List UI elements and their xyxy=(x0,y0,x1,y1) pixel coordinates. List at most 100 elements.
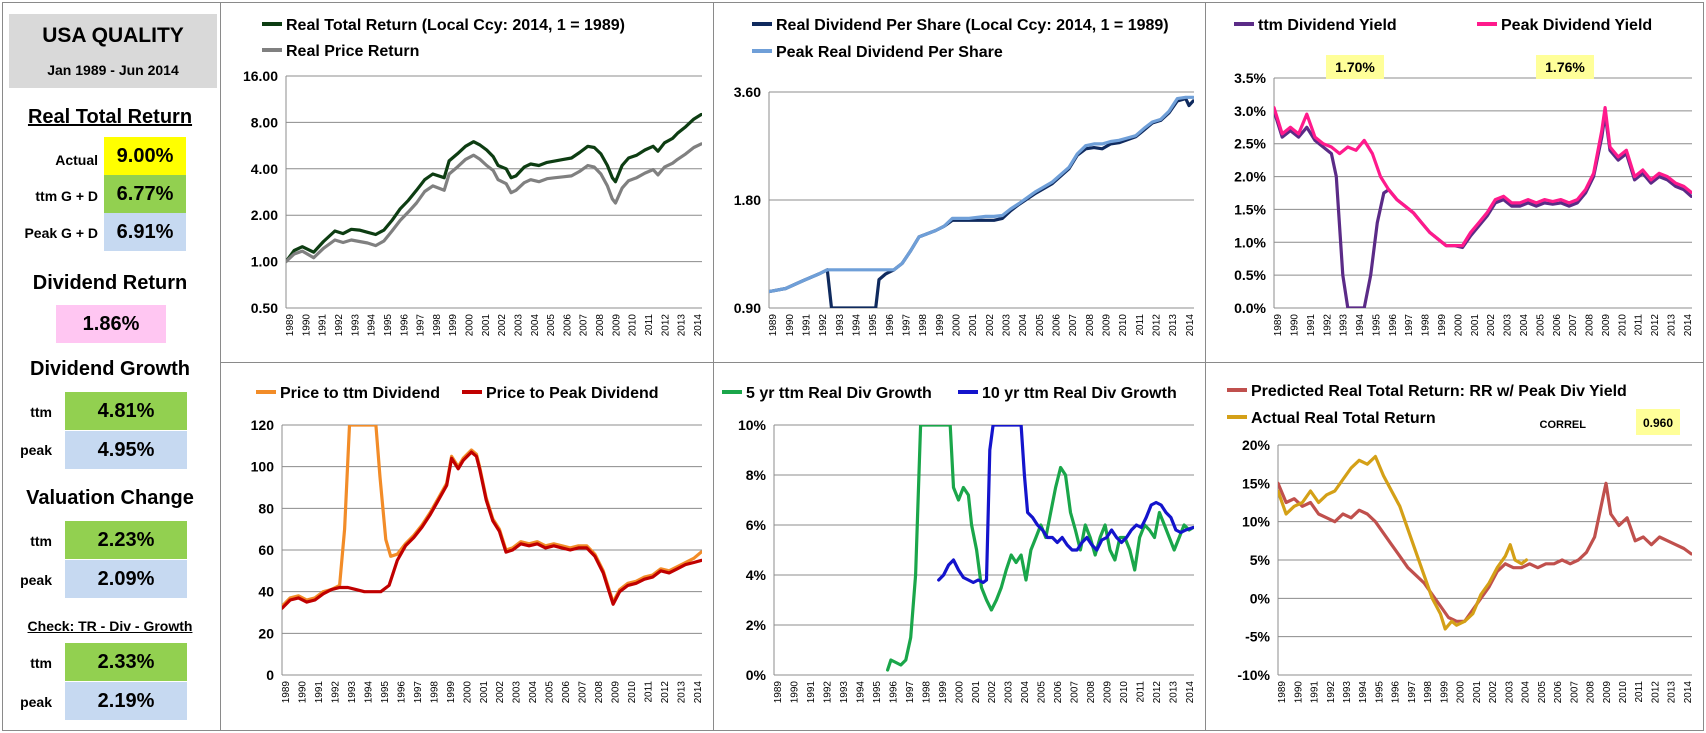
x-tick-label: 1991 xyxy=(806,681,817,704)
x-tick-label: 1991 xyxy=(314,681,325,704)
x-tick-label: 2014 xyxy=(693,314,704,337)
x-tick-label: 2011 xyxy=(1634,681,1645,703)
x-tick-label: 2006 xyxy=(561,681,572,704)
x-tick-label: 2011 xyxy=(1135,314,1146,336)
y-tick-label: 1.00 xyxy=(251,254,278,270)
row-label: ttm xyxy=(30,655,52,671)
x-tick-label: 1996 xyxy=(396,681,407,704)
x-tick-label: 2001 xyxy=(481,314,492,337)
row-label: ttm xyxy=(30,404,52,420)
legend-label: Real Price Return xyxy=(286,43,419,60)
x-tick-label: 1993 xyxy=(835,314,846,337)
x-tick-label: 1989 xyxy=(281,681,292,704)
y-tick-label: 80 xyxy=(258,500,274,516)
x-tick-label: 2013 xyxy=(1667,681,1678,704)
chart-real-return: 16.00 8.00 4.00 2.00 1.00 0.50 1989 1990 1991 199… xyxy=(243,17,704,336)
x-tick-label: 2009 xyxy=(1601,314,1612,337)
x-tick-label: 1998 xyxy=(1421,314,1432,337)
y-tick-label: 2.0% xyxy=(1234,169,1266,185)
value-box: 6.91% xyxy=(104,213,186,251)
chart-price-to-dividend: 120 100 80 60 40 20 0 1989 1990 1991 1992 1993 1994 1… xyxy=(251,385,704,703)
value-box: 2.09% xyxy=(65,560,187,598)
y-tick-label: 15% xyxy=(1242,475,1271,491)
x-tick-label: 1993 xyxy=(839,681,850,704)
x-tick-label: 2000 xyxy=(954,681,965,704)
row-label: Actual xyxy=(55,152,98,168)
x-tick-label: 2002 xyxy=(985,314,996,337)
legend-label: Price to ttm Dividend xyxy=(280,385,440,402)
x-tick-label: 2014 xyxy=(1683,681,1694,704)
x-tick-label: 1999 xyxy=(1437,314,1448,337)
x-tick-label: 2012 xyxy=(1152,314,1163,337)
divider xyxy=(713,2,714,731)
x-tick-label: 2012 xyxy=(660,314,671,337)
x-tick-label: 2009 xyxy=(1602,681,1613,704)
x-tick-label: 2006 xyxy=(1052,314,1063,337)
value-label-box xyxy=(1326,55,1384,79)
value-box: 4.81% xyxy=(65,392,187,430)
x-tick-label: 1990 xyxy=(301,314,312,337)
series-line-2 xyxy=(937,425,1194,585)
x-tick-label: 1995 xyxy=(1371,314,1382,337)
y-tick-label: 2.00 xyxy=(251,207,278,223)
series-line-1 xyxy=(286,112,702,264)
x-tick-label: 1994 xyxy=(363,681,374,704)
x-tick-label: 2007 xyxy=(1068,314,1079,337)
x-tick-label: 2014 xyxy=(693,681,704,704)
x-tick-label: 2009 xyxy=(1102,314,1113,337)
x-tick-label: 2003 xyxy=(512,681,523,704)
x-tick-label: 2005 xyxy=(1035,314,1046,337)
period-label: Jan 1989 - Jun 2014 xyxy=(47,62,179,78)
x-tick-label: 2002 xyxy=(495,681,506,704)
y-tick-label: 4.00 xyxy=(251,161,278,177)
value-box: 6.77% xyxy=(104,175,186,213)
y-tick-label: -5% xyxy=(1245,629,1270,645)
divider xyxy=(220,2,221,731)
x-tick-label: 1992 xyxy=(818,314,829,337)
row-label: peak xyxy=(20,694,52,710)
x-tick-label: 2002 xyxy=(1486,314,1497,337)
x-tick-label: 2004 xyxy=(1020,681,1031,704)
x-tick-label: 2008 xyxy=(1585,314,1596,337)
x-tick-label: 2004 xyxy=(1018,314,1029,337)
x-tick-label: 1993 xyxy=(347,681,358,704)
x-tick-label: 1999 xyxy=(1439,681,1450,704)
y-tick-label: 5% xyxy=(1250,552,1271,568)
series-line-2 xyxy=(1274,106,1692,248)
x-tick-label: 2001 xyxy=(968,314,979,337)
y-tick-label: 0.50 xyxy=(251,300,278,316)
x-tick-label: 1996 xyxy=(885,314,896,337)
series-group xyxy=(769,95,1194,308)
valuation-change-heading: Valuation Change xyxy=(26,487,194,509)
y-tick-label: 8.00 xyxy=(251,114,278,130)
legend-label: Actual Real Total Return xyxy=(1251,410,1436,427)
x-tick-label: 1997 xyxy=(1407,681,1418,704)
x-tick-label: 1994 xyxy=(1358,681,1369,704)
x-tick-label: 1991 xyxy=(802,314,813,337)
y-tick-label: 2.5% xyxy=(1234,136,1266,152)
x-tick-label: 2014 xyxy=(1185,314,1196,337)
x-tick-label: 1989 xyxy=(773,681,784,704)
y-tick-label: 40 xyxy=(258,584,274,600)
x-tick-label: 2014 xyxy=(1185,681,1196,704)
x-tick-label: 2010 xyxy=(1618,681,1629,704)
x-tick-label: 1998 xyxy=(1423,681,1434,704)
x-tick-label: 1993 xyxy=(1342,681,1353,704)
x-tick-label: 2013 xyxy=(677,314,688,337)
x-tick-label: 2011 xyxy=(1135,681,1146,703)
x-tick-label: 2011 xyxy=(1634,314,1645,336)
correl-value-box xyxy=(1636,409,1680,435)
y-tick-label: 60 xyxy=(258,542,274,558)
x-tick-label: 2000 xyxy=(465,314,476,337)
x-tick-label: 2012 xyxy=(660,681,671,704)
y-tick-label: 1.5% xyxy=(1234,201,1266,217)
real-total-return-heading: Real Total Return xyxy=(27,106,193,128)
y-tick-label: 0.5% xyxy=(1234,267,1266,283)
correl-value: 0.960 xyxy=(1643,416,1673,430)
y-tick-label: 4% xyxy=(746,567,767,583)
x-tick-label: 1990 xyxy=(785,314,796,337)
x-tick-label: 2004 xyxy=(1521,681,1532,704)
row-label: ttm xyxy=(30,533,52,549)
x-tick-label: 2006 xyxy=(1552,314,1563,337)
